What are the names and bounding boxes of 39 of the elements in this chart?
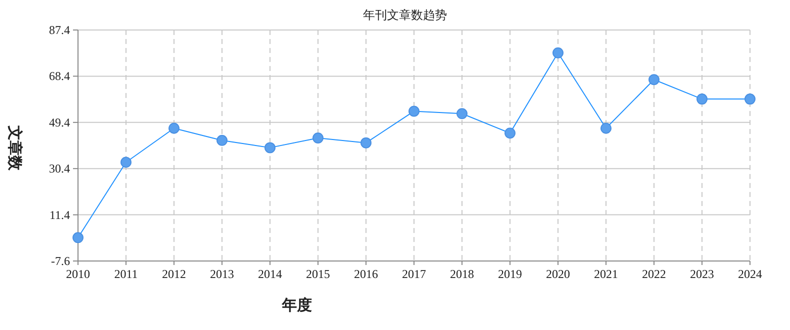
y-tick-label: 11.4 <box>49 208 70 222</box>
x-tick-label: 2012 <box>162 267 186 281</box>
point <box>600 122 612 134</box>
x-axis-title: 年度 <box>281 296 312 314</box>
point <box>168 122 180 134</box>
point <box>456 108 468 120</box>
x-tick-label: 2021 <box>594 267 618 281</box>
x-tick-label: 2010 <box>66 267 90 281</box>
x-tick-label: 2013 <box>210 267 234 281</box>
y-tick-label: 49.4 <box>49 115 70 130</box>
point <box>408 106 420 117</box>
point <box>120 156 132 168</box>
y-tick-label: -7.6 <box>51 254 70 268</box>
point <box>264 142 276 154</box>
y-tick-label: 30.4 <box>49 162 70 176</box>
x-tick-label: 2014 <box>258 267 282 281</box>
point <box>744 94 756 105</box>
x-tick-label: 2022 <box>642 267 666 281</box>
x-tick-label: 2023 <box>690 267 714 281</box>
x-tick-label: 2015 <box>306 267 330 281</box>
x-tick-label: 2018 <box>450 267 474 281</box>
y-tick-label: 68.4 <box>49 69 70 84</box>
y-tick-label: 87.4 <box>49 23 70 37</box>
x-tick-label: 2016 <box>354 267 378 281</box>
x-tick-label: 2011 <box>114 267 138 281</box>
point <box>312 132 324 144</box>
point <box>216 134 228 146</box>
x-tick-label: 2020 <box>546 267 570 281</box>
point <box>360 137 372 148</box>
chart-title: 年刊文章数趋势 <box>363 8 447 22</box>
x-tick-label: 2017 <box>402 267 426 281</box>
point <box>552 47 564 58</box>
x-tick-label: 2024 <box>738 267 762 281</box>
point <box>72 232 84 244</box>
point <box>648 74 660 86</box>
x-tick-label: 2019 <box>498 267 522 281</box>
y-axis-title: 文章数 <box>6 124 24 172</box>
point <box>696 94 708 105</box>
point <box>504 128 516 139</box>
